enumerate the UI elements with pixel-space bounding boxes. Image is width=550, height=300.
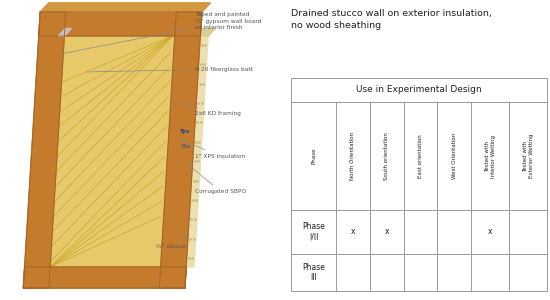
Polygon shape — [40, 3, 210, 12]
Text: Phase
III: Phase III — [302, 262, 325, 282]
Polygon shape — [195, 28, 216, 36]
Bar — [292, 78, 547, 291]
Polygon shape — [40, 3, 210, 12]
Polygon shape — [182, 36, 208, 267]
Polygon shape — [161, 36, 190, 267]
Text: 1" XPS insulation: 1" XPS insulation — [179, 139, 245, 158]
Text: Tyv: Tyv — [180, 130, 191, 134]
Polygon shape — [176, 36, 195, 267]
Polygon shape — [44, 36, 64, 267]
Text: Phase: Phase — [311, 148, 316, 164]
Text: x: x — [384, 227, 389, 236]
Text: Taped and painted
½" gypsum wall board
as interior finish: Taped and painted ½" gypsum wall board a… — [63, 13, 262, 53]
Text: North Orientation: North Orientation — [350, 132, 355, 180]
Polygon shape — [175, 28, 197, 36]
Text: x: x — [351, 227, 355, 236]
Text: Tested with
Interior Wetting: Tested with Interior Wetting — [485, 134, 496, 178]
Text: Phase
I/II: Phase I/II — [302, 222, 325, 242]
Polygon shape — [50, 36, 175, 267]
Polygon shape — [24, 12, 66, 288]
Polygon shape — [160, 12, 202, 288]
Text: Tested with
Exterior Wetting: Tested with Exterior Wetting — [523, 134, 534, 178]
Text: R-20 fiberglass batt: R-20 fiberglass batt — [87, 67, 254, 72]
Text: East orientation: East orientation — [418, 134, 423, 178]
Text: Dra: Dra — [181, 145, 190, 149]
Polygon shape — [39, 12, 202, 36]
Text: ¾" stucco: ¾" stucco — [156, 236, 188, 248]
Polygon shape — [24, 12, 66, 288]
Text: Corrugated SBPO: Corrugated SBPO — [188, 164, 246, 194]
Text: South orientation: South orientation — [384, 132, 389, 180]
Polygon shape — [58, 28, 72, 36]
Text: West Orientation: West Orientation — [452, 133, 457, 179]
Polygon shape — [39, 12, 202, 36]
Polygon shape — [24, 267, 186, 288]
Text: Drained stucco wall on exterior insulation,
no wood sheathing: Drained stucco wall on exterior insulati… — [292, 9, 492, 30]
Polygon shape — [160, 12, 202, 288]
Polygon shape — [24, 267, 186, 288]
Text: Use in Experimental Design: Use in Experimental Design — [356, 85, 482, 94]
Text: 2x6 KD framing: 2x6 KD framing — [179, 103, 241, 116]
Text: x: x — [488, 227, 493, 236]
Polygon shape — [50, 36, 175, 267]
